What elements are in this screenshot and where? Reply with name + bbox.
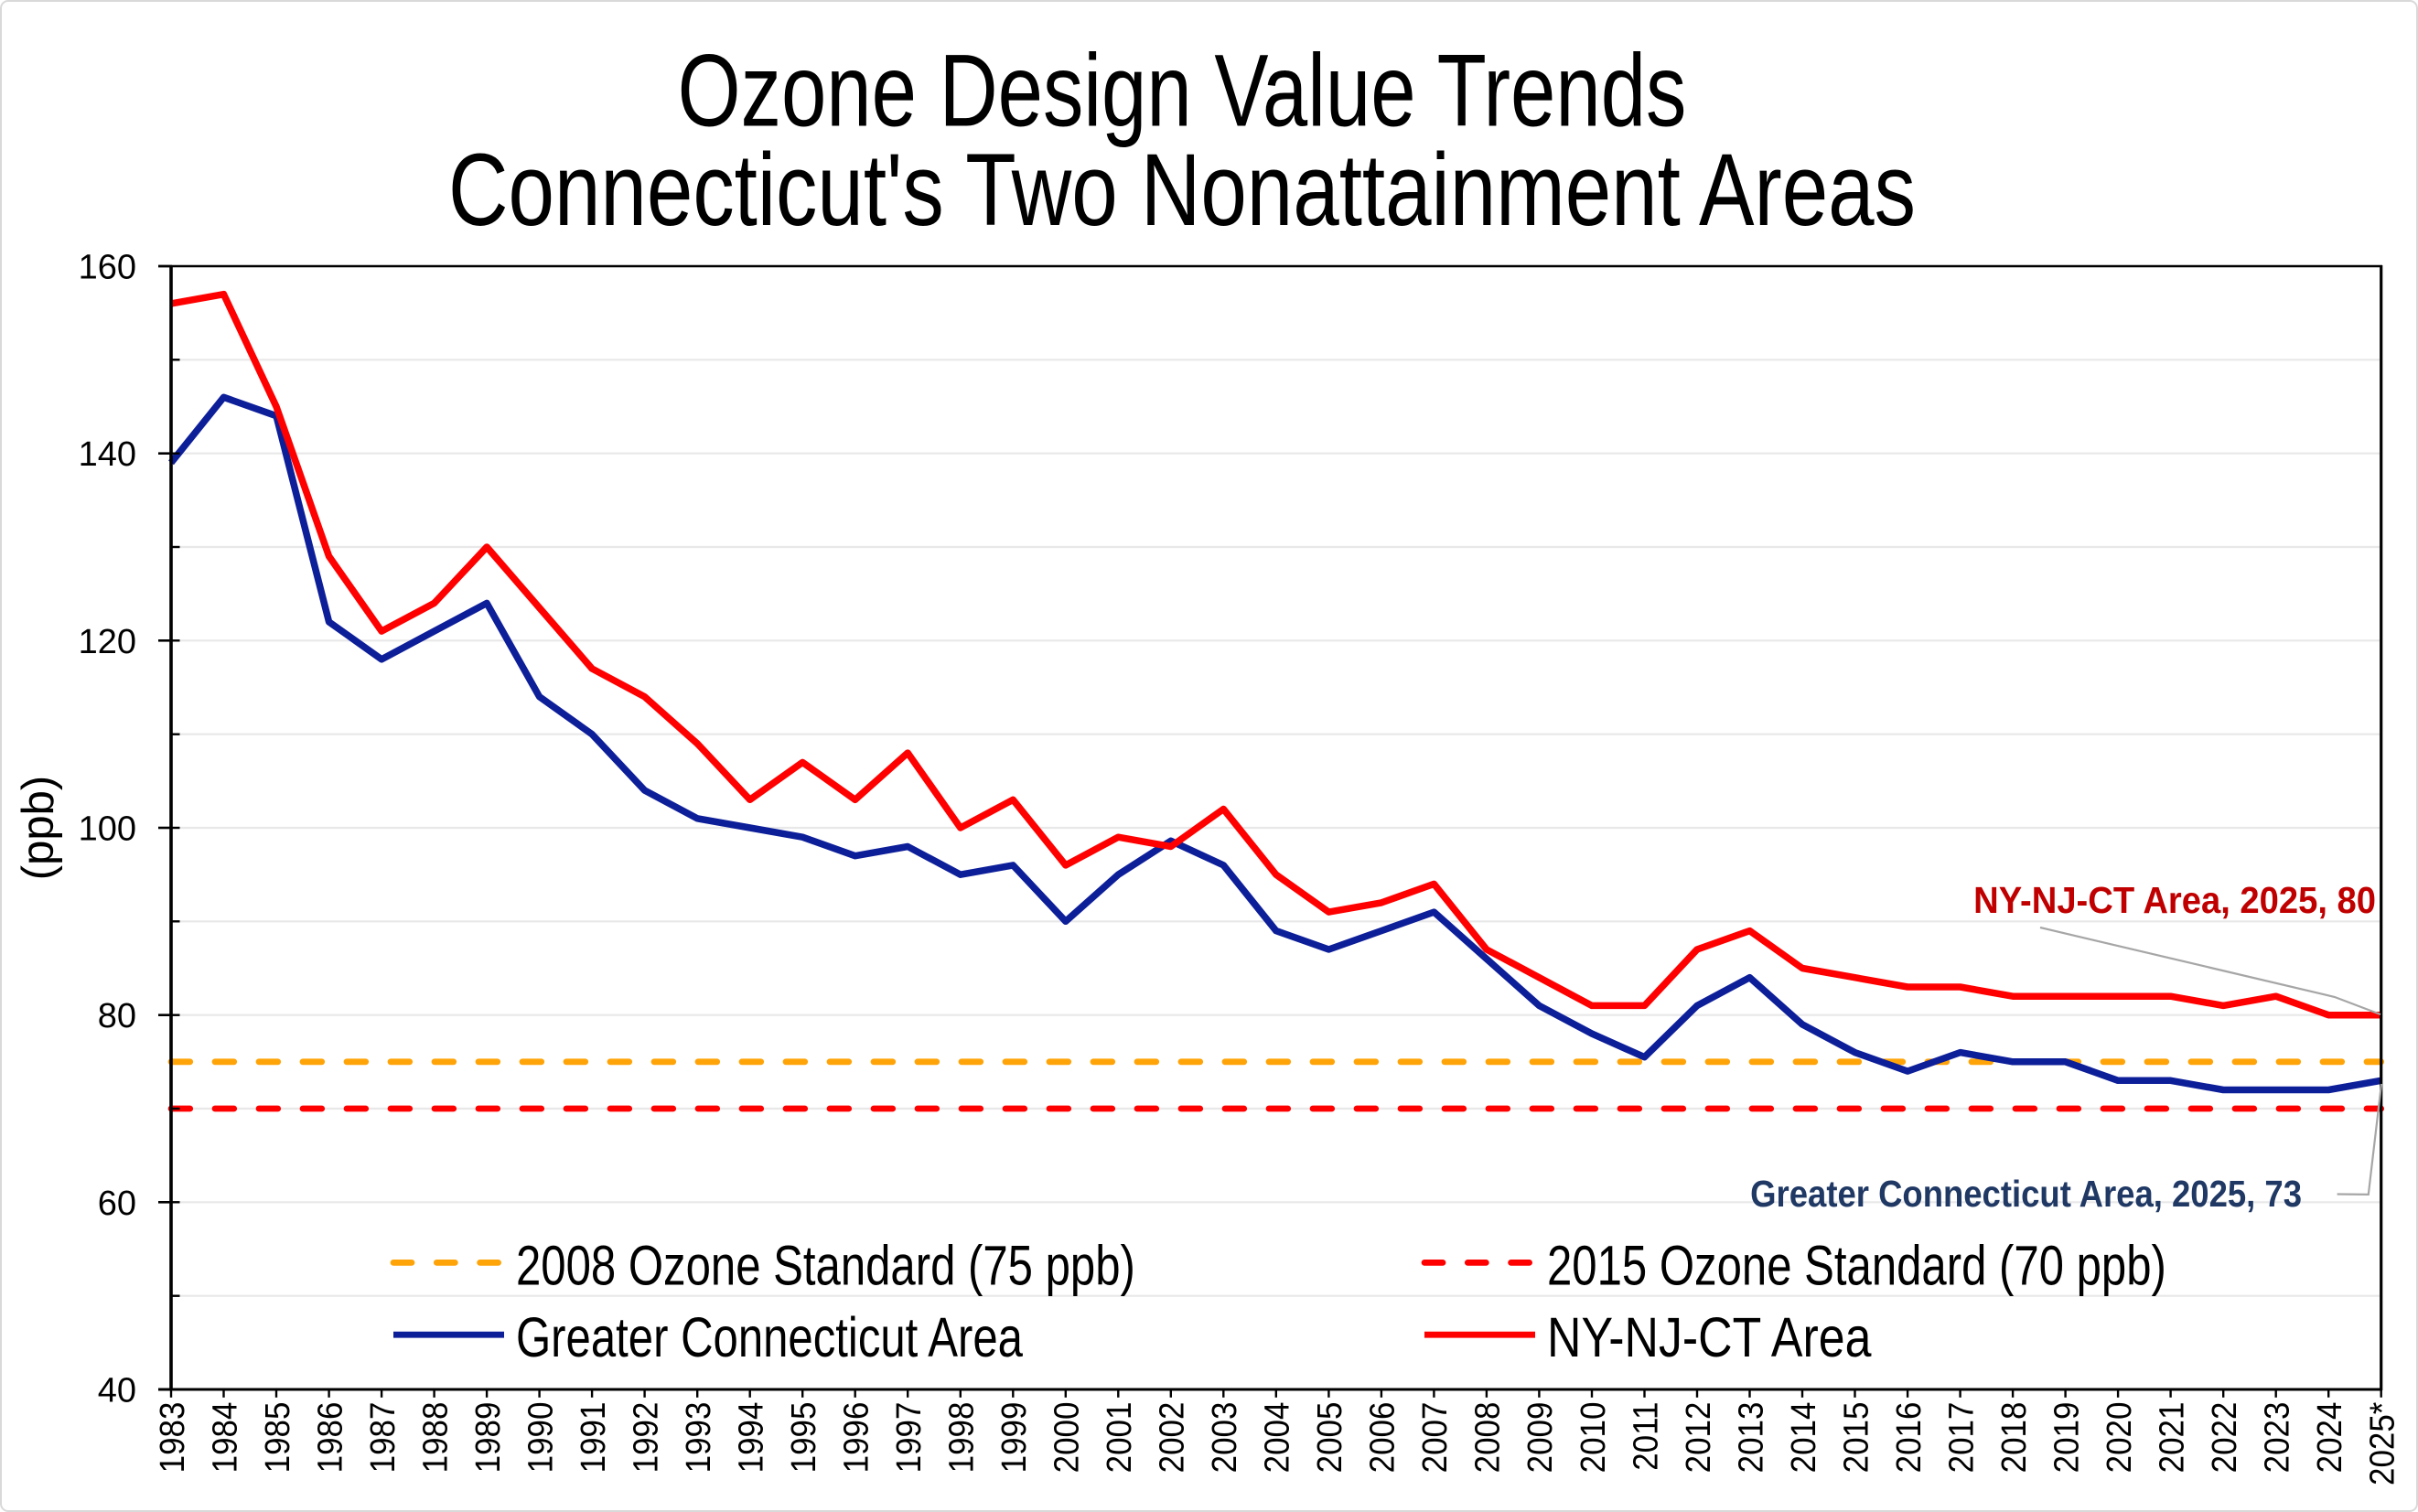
svg-text:1983: 1983 [152, 1402, 191, 1474]
svg-text:2011: 2011 [1626, 1402, 1665, 1471]
svg-text:60: 60 [98, 1185, 136, 1223]
svg-text:2009: 2009 [1521, 1402, 1560, 1474]
svg-text:2014: 2014 [1783, 1402, 1822, 1474]
svg-text:1990: 1990 [521, 1402, 560, 1474]
svg-text:2016: 2016 [1889, 1402, 1929, 1474]
svg-text:2002: 2002 [1152, 1402, 1191, 1474]
svg-text:2012: 2012 [1678, 1402, 1717, 1474]
svg-text:1987: 1987 [363, 1402, 403, 1474]
svg-text:2003: 2003 [1205, 1402, 1244, 1474]
svg-text:1997: 1997 [889, 1402, 929, 1474]
svg-text:1994: 1994 [731, 1402, 770, 1474]
svg-text:2000: 2000 [1047, 1402, 1086, 1474]
svg-text:1992: 1992 [626, 1402, 665, 1474]
svg-text:2025*: 2025* [2362, 1402, 2402, 1485]
svg-text:Greater Connecticut Area: Greater Connecticut Area [516, 1306, 1023, 1368]
svg-text:1993: 1993 [679, 1402, 718, 1474]
svg-text:2008 Ozone Standard (75 ppb): 2008 Ozone Standard (75 ppb) [516, 1235, 1135, 1297]
svg-text:2008: 2008 [1467, 1402, 1507, 1474]
svg-text:2022: 2022 [2205, 1402, 2244, 1474]
svg-text:1986: 1986 [310, 1402, 349, 1474]
svg-text:2010: 2010 [1573, 1402, 1612, 1474]
svg-text:160: 160 [79, 249, 136, 287]
svg-text:2007: 2007 [1415, 1402, 1455, 1474]
svg-text:120: 120 [79, 623, 136, 661]
svg-text:2015 Ozone Standard (70 ppb): 2015 Ozone Standard (70 ppb) [1547, 1235, 2166, 1297]
svg-text:2004: 2004 [1257, 1402, 1296, 1474]
svg-text:2013: 2013 [1731, 1402, 1770, 1474]
svg-text:2023: 2023 [2257, 1402, 2296, 1474]
svg-text:Greater Connecticut Area, 2025: Greater Connecticut Area, 2025, 73 [1750, 1174, 2302, 1215]
svg-text:2018: 2018 [1994, 1402, 2034, 1474]
svg-text:40: 40 [98, 1372, 136, 1410]
svg-text:2019: 2019 [2047, 1402, 2086, 1474]
svg-text:Ozone Design Value Trends: Ozone Design Value Trends [678, 35, 1687, 148]
svg-text:1995: 1995 [784, 1402, 823, 1474]
svg-text:100: 100 [79, 810, 136, 849]
svg-text:1991: 1991 [574, 1402, 613, 1474]
svg-text:2020: 2020 [2100, 1402, 2139, 1474]
svg-text:(ppb): (ppb) [14, 776, 63, 880]
svg-text:1998: 1998 [941, 1402, 981, 1474]
svg-text:1989: 1989 [468, 1402, 508, 1474]
svg-text:NY-NJ-CT Area: NY-NJ-CT Area [1547, 1306, 1872, 1368]
svg-text:1984: 1984 [205, 1402, 244, 1474]
svg-text:1999: 1999 [994, 1402, 1034, 1474]
svg-text:2015: 2015 [1836, 1402, 1875, 1474]
svg-text:80: 80 [98, 997, 136, 1035]
svg-text:2005: 2005 [1310, 1402, 1349, 1474]
svg-text:2001: 2001 [1100, 1402, 1139, 1474]
svg-text:140: 140 [79, 435, 136, 474]
svg-text:2006: 2006 [1362, 1402, 1402, 1474]
svg-text:NY-NJ-CT Area, 2025, 80: NY-NJ-CT Area, 2025, 80 [1973, 880, 2376, 922]
svg-text:2021: 2021 [2152, 1402, 2191, 1474]
svg-text:1985: 1985 [257, 1402, 296, 1474]
svg-text:2024: 2024 [2310, 1402, 2349, 1474]
svg-text:1996: 1996 [836, 1402, 876, 1474]
svg-text:2017: 2017 [1941, 1402, 1981, 1474]
svg-text:1988: 1988 [415, 1402, 455, 1474]
svg-text:Connecticut's Two Nonattainmen: Connecticut's Two Nonattainment Areas [448, 133, 1916, 247]
